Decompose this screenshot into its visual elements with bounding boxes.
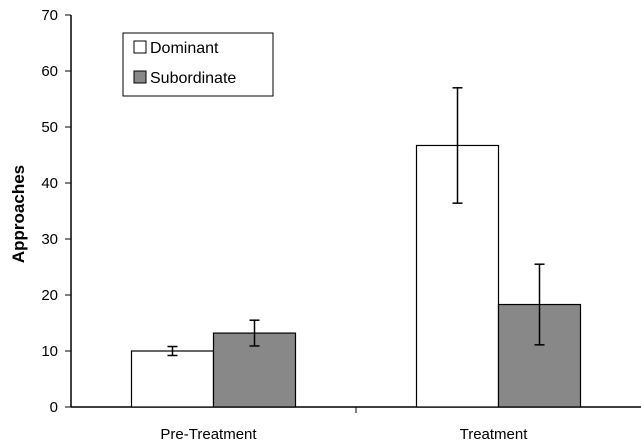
bar <box>130 350 215 408</box>
legend-swatch <box>133 70 147 84</box>
bars <box>130 87 582 408</box>
y-tick-label: 50 <box>41 119 58 136</box>
y-tick-label: 40 <box>41 175 58 192</box>
y-tick-label: 70 <box>41 7 58 24</box>
y-tick-label: 10 <box>41 343 58 360</box>
y-tick-label: 20 <box>41 287 58 304</box>
legend-label: Dominant <box>150 40 219 57</box>
y-axis-label: Approaches <box>9 165 28 263</box>
y-tick-label: 30 <box>41 231 58 248</box>
y-ticks: 0 10 20 30 40 50 60 70 <box>41 7 71 416</box>
legend: Dominant Subordinate <box>122 32 274 97</box>
x-category-label: Pre-Treatment <box>160 426 257 443</box>
legend-box <box>122 32 274 97</box>
y-tick-label: 60 <box>41 63 58 80</box>
y-tick-label: 0 <box>50 399 58 416</box>
legend-swatch <box>133 40 147 54</box>
legend-label: Subordinate <box>150 70 236 87</box>
category-labels: Pre-Treatment Treatment <box>160 426 528 443</box>
x-category-label: Treatment <box>460 426 529 443</box>
